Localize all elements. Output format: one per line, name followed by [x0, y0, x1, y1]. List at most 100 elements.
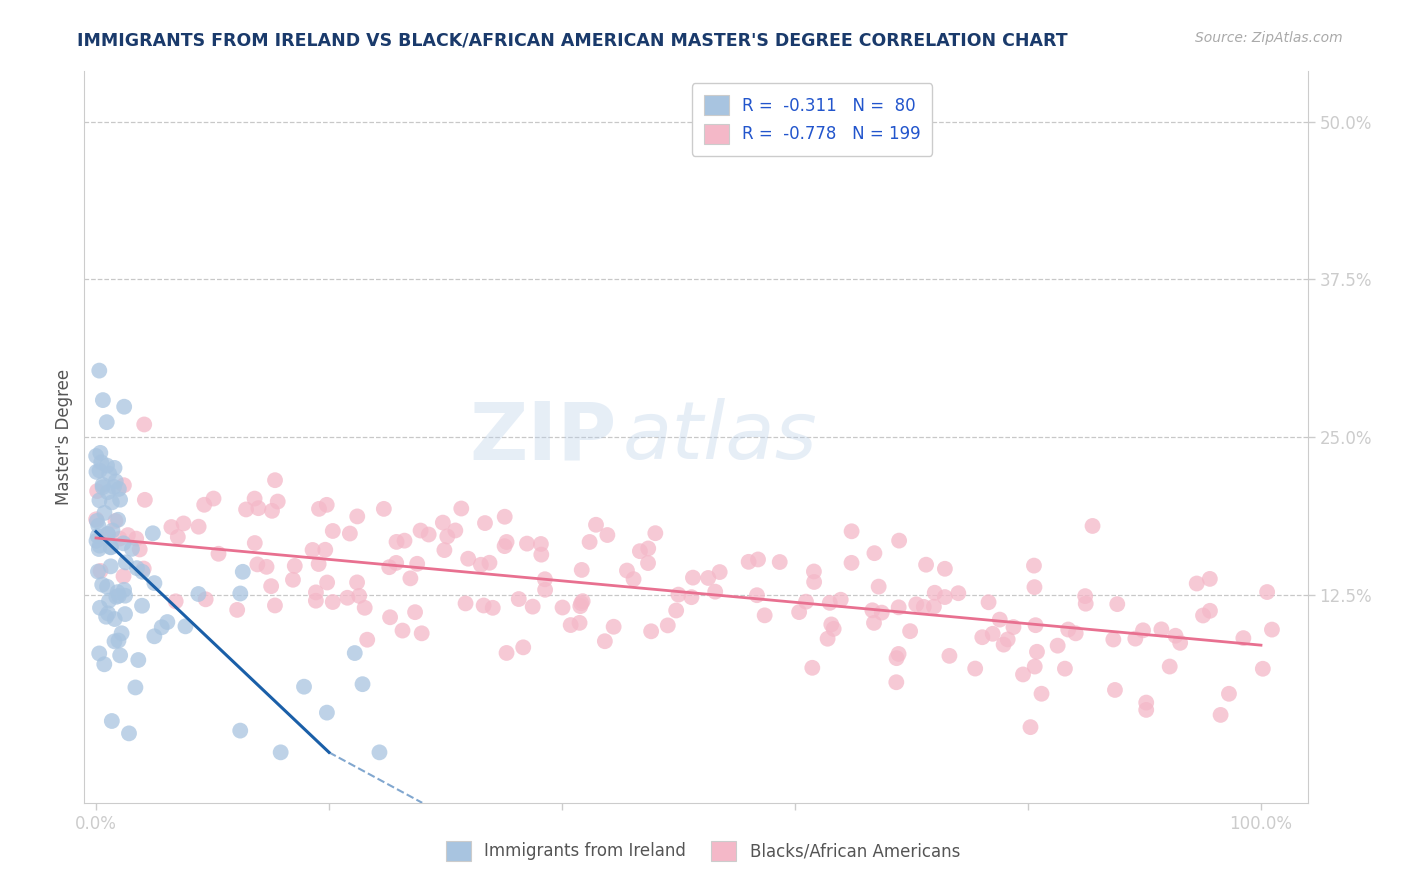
- Point: [593, 634, 616, 648]
- Point: [870, 606, 893, 620]
- Point: [803, 574, 825, 589]
- Point: [1025, 618, 1047, 632]
- Point: [125, 532, 148, 546]
- Point: [134, 492, 156, 507]
- Point: [103, 634, 125, 648]
- Point: [143, 576, 166, 591]
- Point: [1019, 720, 1042, 734]
- Point: [110, 626, 132, 640]
- Point: [1135, 696, 1157, 710]
- Point: [404, 605, 426, 619]
- Point: [887, 600, 910, 615]
- Point: [314, 542, 336, 557]
- Point: [165, 594, 187, 608]
- Point: [934, 590, 956, 604]
- Point: [1024, 580, 1046, 594]
- Point: [450, 501, 472, 516]
- Point: [336, 591, 359, 605]
- Point: [207, 547, 229, 561]
- Point: [934, 562, 956, 576]
- Point: [470, 558, 492, 572]
- Point: [284, 558, 307, 573]
- Point: [315, 498, 337, 512]
- Point: [585, 517, 607, 532]
- Point: [1046, 639, 1069, 653]
- Point: [166, 530, 188, 544]
- Point: [948, 586, 970, 600]
- Point: [316, 706, 339, 720]
- Point: [134, 417, 156, 432]
- Point: [830, 592, 852, 607]
- Point: [478, 556, 501, 570]
- Point: [1074, 589, 1097, 603]
- Point: [1164, 629, 1187, 643]
- Point: [87, 565, 110, 579]
- Point: [101, 714, 124, 728]
- Point: [89, 539, 111, 553]
- Point: [112, 582, 135, 597]
- Point: [160, 520, 183, 534]
- Point: [264, 473, 287, 487]
- Point: [378, 560, 401, 574]
- Point: [243, 536, 266, 550]
- Point: [623, 572, 645, 586]
- Point: [474, 516, 496, 530]
- Point: [394, 533, 416, 548]
- Legend: Immigrants from Ireland, Blacks/African Americans: Immigrants from Ireland, Blacks/African …: [439, 834, 967, 868]
- Point: [86, 465, 108, 479]
- Point: [308, 501, 330, 516]
- Point: [432, 516, 454, 530]
- Point: [391, 624, 413, 638]
- Point: [89, 564, 111, 578]
- Point: [142, 526, 165, 541]
- Point: [406, 557, 429, 571]
- Point: [637, 556, 659, 570]
- Point: [915, 558, 938, 572]
- Point: [988, 613, 1011, 627]
- Point: [1002, 620, 1025, 634]
- Point: [93, 657, 115, 672]
- Point: [1102, 632, 1125, 647]
- Point: [1150, 623, 1173, 637]
- Point: [820, 617, 842, 632]
- Point: [89, 463, 111, 477]
- Text: IMMIGRANTS FROM IRELAND VS BLACK/AFRICAN AMERICAN MASTER'S DEGREE CORRELATION CH: IMMIGRANTS FROM IRELAND VS BLACK/AFRICAN…: [77, 31, 1069, 49]
- Point: [436, 529, 458, 543]
- Point: [352, 677, 374, 691]
- Legend: R =  -0.311   N =  80, R =  -0.778   N = 199: R = -0.311 N = 80, R = -0.778 N = 199: [692, 83, 932, 156]
- Point: [1168, 636, 1191, 650]
- Point: [571, 594, 593, 608]
- Point: [385, 534, 408, 549]
- Point: [322, 595, 344, 609]
- Point: [112, 569, 135, 583]
- Point: [1104, 682, 1126, 697]
- Point: [457, 551, 479, 566]
- Point: [96, 415, 118, 429]
- Point: [87, 518, 110, 533]
- Point: [94, 609, 117, 624]
- Point: [229, 586, 252, 600]
- Point: [1024, 659, 1046, 673]
- Point: [1081, 519, 1104, 533]
- Point: [433, 543, 456, 558]
- Point: [117, 528, 139, 542]
- Point: [143, 629, 166, 643]
- Point: [823, 622, 845, 636]
- Point: [260, 579, 283, 593]
- Point: [112, 536, 135, 550]
- Point: [89, 600, 111, 615]
- Point: [247, 501, 270, 516]
- Point: [1053, 662, 1076, 676]
- Point: [150, 620, 173, 634]
- Point: [745, 588, 768, 602]
- Point: [97, 527, 120, 541]
- Point: [343, 646, 366, 660]
- Point: [709, 565, 731, 579]
- Point: [747, 552, 769, 566]
- Point: [156, 615, 179, 629]
- Point: [569, 596, 592, 610]
- Point: [411, 626, 433, 640]
- Point: [972, 630, 994, 644]
- Point: [84, 449, 107, 463]
- Point: [794, 595, 817, 609]
